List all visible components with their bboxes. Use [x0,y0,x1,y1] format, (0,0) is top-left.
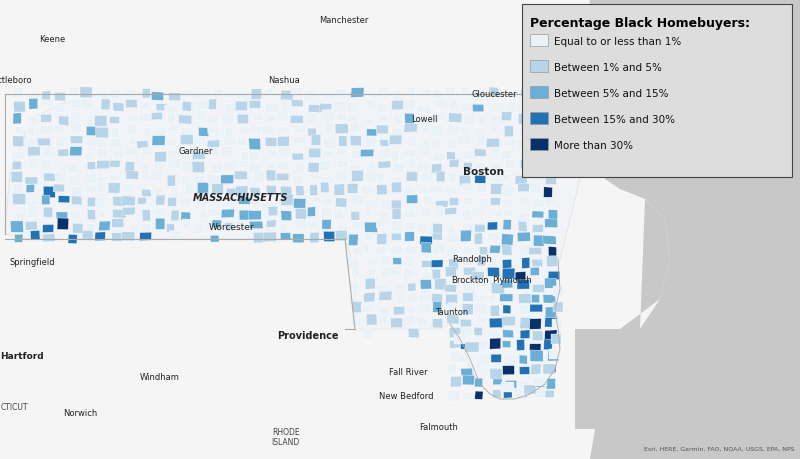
Text: Springfield: Springfield [9,257,55,266]
Text: Brockton: Brockton [451,275,490,285]
Bar [524,385,536,394]
Polygon shape [575,200,670,429]
Bar [522,5,792,178]
Bar [454,334,466,344]
Text: Gloucester: Gloucester [471,90,518,99]
Text: Manchester: Manchester [319,16,369,25]
Text: Plymouth: Plymouth [492,275,532,285]
Bar [490,369,502,379]
Text: Randolph: Randolph [452,255,492,264]
Text: Between 5% and 15%: Between 5% and 15% [554,89,669,99]
Text: Norwich: Norwich [63,409,97,418]
Bar [530,35,548,47]
Text: Brattleboro: Brattleboro [0,76,32,85]
Text: Falmouth: Falmouth [419,422,458,431]
Bar [530,113,548,125]
Bar [513,388,525,397]
Bar [552,319,562,329]
Polygon shape [588,0,800,459]
Text: Worcester: Worcester [209,223,255,232]
Text: Percentage Black Homebuyers:: Percentage Black Homebuyers: [530,17,750,30]
Polygon shape [5,65,590,399]
Bar [551,334,561,344]
Text: Providence: Providence [278,330,338,340]
Bar [530,139,548,151]
Text: Between 1% and 5%: Between 1% and 5% [554,63,662,73]
Bar [530,87,548,99]
Text: Gardner: Gardner [178,147,214,156]
Bar [535,377,547,386]
Text: Fall River: Fall River [389,367,427,376]
Text: CTICUT: CTICUT [1,402,28,411]
Text: More than 30%: More than 30% [554,141,633,151]
Text: Keene: Keene [39,34,65,44]
Text: New Bedford: New Bedford [379,391,434,400]
Text: Esri, HERE, Garmin, FAO, NOAA, USGS, EPA, NPS: Esri, HERE, Garmin, FAO, NOAA, USGS, EPA… [645,446,795,451]
Bar [478,354,490,364]
Text: Windham: Windham [140,372,180,381]
Text: Lowell: Lowell [410,115,438,124]
Text: RHODE: RHODE [272,427,299,436]
Text: Taunton: Taunton [435,308,469,317]
Text: MASSACHUSETTS: MASSACHUSETTS [192,192,288,202]
Bar [549,349,559,359]
Text: Boston: Boston [463,167,505,177]
Bar [553,302,563,312]
Text: Nashua: Nashua [268,76,300,85]
Text: Between 15% and 30%: Between 15% and 30% [554,115,675,125]
Text: Equal to or less than 1%: Equal to or less than 1% [554,37,682,47]
Text: ISLAND: ISLAND [271,437,300,447]
Bar [501,382,514,392]
Bar [530,61,548,73]
Bar [553,286,563,297]
Text: Hartford: Hartford [1,351,44,360]
Bar [543,364,555,374]
Bar [465,342,479,352]
